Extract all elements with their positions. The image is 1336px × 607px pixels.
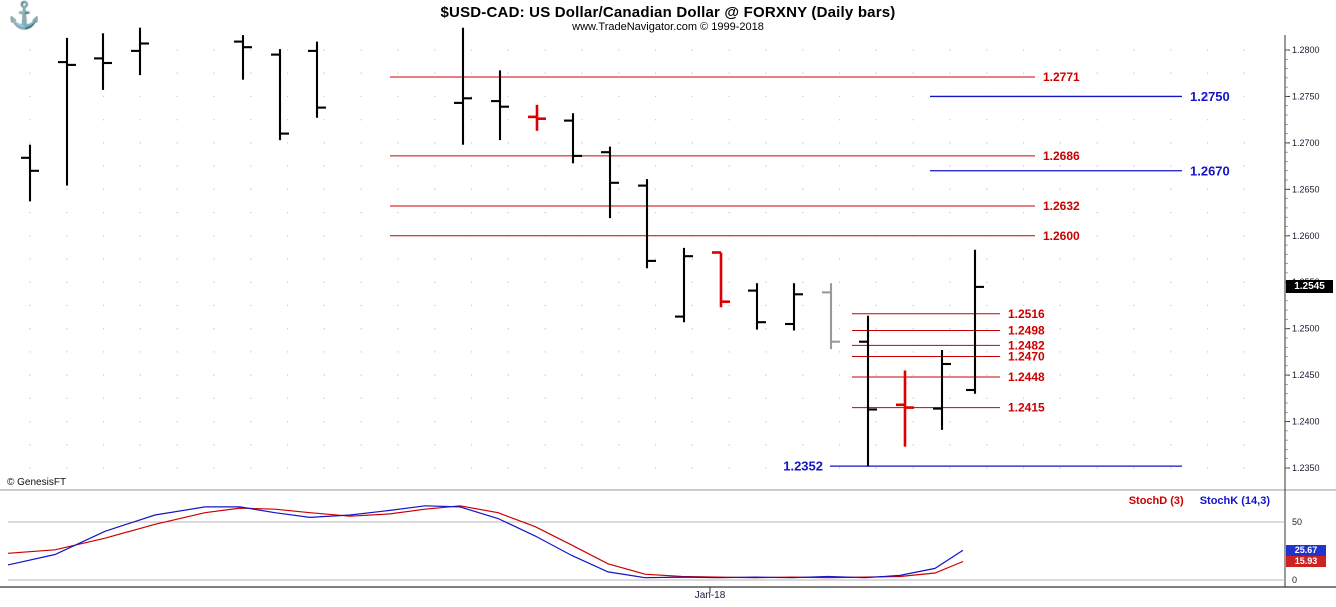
stoch-d-value-badge: 15.93 bbox=[1286, 556, 1326, 568]
ohlc-bar bbox=[785, 283, 803, 331]
ohlc-bar bbox=[748, 283, 766, 330]
red-level-label: 1.2632 bbox=[1043, 199, 1080, 213]
ohlc-bar bbox=[712, 251, 730, 308]
ohlc-bar bbox=[564, 113, 582, 164]
ohlc-bar bbox=[234, 35, 252, 80]
ohlc-bars bbox=[21, 27, 984, 467]
stoch-tick-label: 50 bbox=[1292, 517, 1302, 527]
red-level-label: 1.2448 bbox=[1008, 370, 1045, 384]
stoch-d-line bbox=[7, 505, 964, 579]
price-tick-label: 1.2650 bbox=[1292, 184, 1320, 194]
ohlc-bar bbox=[131, 27, 149, 76]
ohlc-bar bbox=[528, 104, 546, 131]
ohlc-bar bbox=[822, 283, 840, 350]
red-level-label: 1.2516 bbox=[1008, 307, 1045, 321]
ohlc-bar bbox=[94, 33, 112, 90]
last-price-badge: 1.2545 bbox=[1286, 280, 1333, 294]
price-tick-label: 1.2600 bbox=[1292, 231, 1320, 241]
chart-title: $USD-CAD: US Dollar/Canadian Dollar @ FO… bbox=[440, 4, 896, 21]
grid-dots bbox=[29, 49, 1245, 469]
ohlc-bar bbox=[454, 27, 472, 145]
red-level-label: 1.2771 bbox=[1043, 70, 1080, 84]
stoch-d-label[interactable]: StochD (3) bbox=[1128, 495, 1184, 507]
price-axis[interactable]: 1.28001.27501.27001.26501.26001.25501.25… bbox=[1285, 45, 1320, 473]
ohlc-bar bbox=[271, 49, 289, 141]
price-tick-label: 1.2350 bbox=[1292, 463, 1320, 473]
x-axis-month-label: Jan-18 bbox=[694, 590, 726, 601]
anchor-logo-icon: ⚓ bbox=[8, 0, 41, 30]
price-tick-label: 1.2500 bbox=[1292, 324, 1320, 334]
ohlc-bar bbox=[638, 179, 656, 269]
price-tick-label: 1.2450 bbox=[1292, 370, 1320, 380]
ohlc-bar bbox=[933, 350, 951, 430]
blue-level-label: 1.2670 bbox=[1190, 163, 1230, 178]
blue-level-label: 1.2352 bbox=[783, 459, 823, 474]
pane-borders bbox=[0, 35, 1336, 593]
red-levels: 1.27711.26861.26321.26001.25161.24981.24… bbox=[390, 70, 1080, 415]
ohlc-bar bbox=[859, 315, 877, 467]
price-tick-label: 1.2700 bbox=[1292, 138, 1320, 148]
red-level-label: 1.2686 bbox=[1043, 149, 1080, 163]
red-level-label: 1.2415 bbox=[1008, 401, 1045, 415]
stoch-k-value-badge: 25.67 bbox=[1286, 544, 1326, 556]
ohlc-bar bbox=[491, 70, 509, 141]
price-tick-label: 1.2400 bbox=[1292, 417, 1320, 427]
blue-levels: 1.2750 1.2670 1.2352 bbox=[783, 89, 1230, 474]
ohlc-bar bbox=[966, 249, 984, 394]
stoch-k-line bbox=[7, 505, 964, 579]
red-level-label: 1.2498 bbox=[1008, 324, 1045, 338]
ohlc-bar bbox=[21, 144, 39, 202]
red-level-label: 1.2470 bbox=[1008, 350, 1045, 364]
price-tick-label: 1.2800 bbox=[1292, 45, 1320, 55]
chart-subtitle: www.TradeNavigator.com © 1999-2018 bbox=[572, 21, 764, 33]
blue-level-label: 1.2750 bbox=[1190, 89, 1230, 104]
stoch-panel: 50 0 bbox=[7, 505, 1302, 585]
stoch-tick-label: 0 bbox=[1292, 575, 1297, 585]
ohlc-bar bbox=[308, 41, 326, 118]
genesis-watermark: © GenesisFT bbox=[7, 477, 67, 488]
ohlc-bar bbox=[896, 370, 914, 447]
stoch-k-label[interactable]: StochK (14,3) bbox=[1199, 495, 1270, 507]
ohlc-bar bbox=[675, 247, 693, 323]
red-level-label: 1.2482 bbox=[1008, 338, 1045, 352]
ohlc-bar bbox=[58, 37, 76, 186]
stoch-legend: StochD (3) StochK (14,3) bbox=[1129, 495, 1270, 507]
red-level-label: 1.2600 bbox=[1043, 229, 1080, 243]
ohlc-bar bbox=[601, 146, 619, 219]
price-tick-label: 1.2750 bbox=[1292, 91, 1320, 101]
